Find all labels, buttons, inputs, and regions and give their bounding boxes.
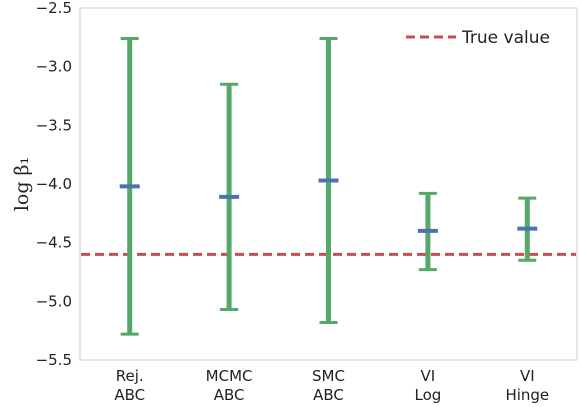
y-axis: −5.5 −5.0 −4.5 −4.0 −3.5 −3.0 −2.5 [36, 0, 72, 369]
x-tick-label: ABC [313, 386, 344, 404]
legend-label-true-value: True value [461, 28, 550, 48]
y-tick-label: −3.5 [36, 116, 72, 134]
y-tick-label: −3.0 [36, 58, 72, 76]
error-bar-group [318, 37, 339, 324]
x-tick-label: MCMC [206, 367, 253, 385]
x-tick-label: VI [421, 367, 436, 385]
x-tick-label: VI [520, 367, 535, 385]
error-bar-group [417, 191, 438, 272]
y-tick-label: −4.0 [36, 175, 72, 193]
y-axis-label: log β₁ [11, 157, 33, 211]
y-tick-label: −2.5 [36, 0, 72, 17]
error-bar-group [119, 37, 140, 336]
legend: True value [406, 28, 550, 48]
x-tick-label: SMC [312, 367, 345, 385]
x-tick-label: Log [415, 386, 442, 404]
x-tick-label: Hinge [505, 386, 549, 404]
error-bar-group [517, 196, 538, 262]
y-tick-label: −5.0 [36, 292, 72, 310]
x-tick-label: Rej. [116, 367, 144, 385]
y-tick-label: −5.5 [36, 351, 72, 369]
x-tick-label: ABC [114, 386, 145, 404]
error-bar-group [219, 82, 240, 312]
error-bars [119, 37, 538, 336]
x-tick-label: ABC [214, 386, 245, 404]
y-tick-label: −4.5 [36, 234, 72, 252]
